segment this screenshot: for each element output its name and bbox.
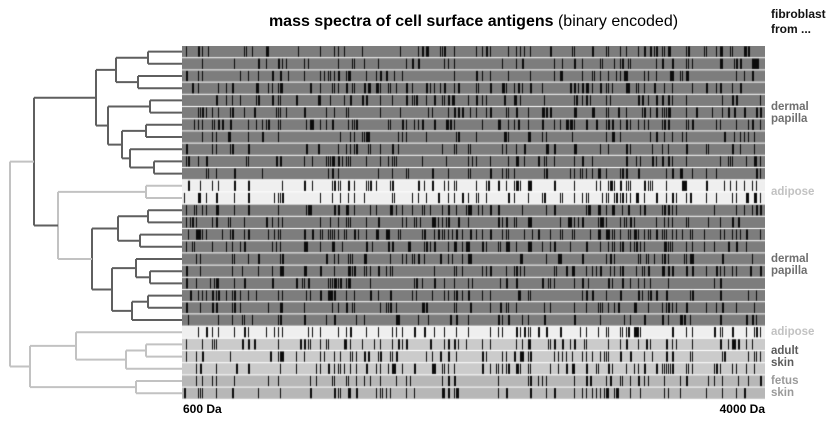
group-label-adipose-1: adipose [771, 186, 831, 198]
group-label-line: dermal [771, 253, 809, 266]
figure-title-qualifier: (binary encoded) [557, 13, 679, 30]
group-label-line: papilla [771, 265, 808, 278]
group-label-fetus-skin: fetus skin [771, 375, 831, 399]
group-label-line: adipose [771, 326, 815, 339]
group-label-dermal-papilla-2: dermal papilla [771, 253, 831, 277]
group-label-line: skin [771, 387, 795, 400]
heatmap-canvas [182, 46, 765, 400]
group-label-line: skin [771, 356, 795, 369]
group-label-line: dermal [771, 100, 809, 113]
group-label-dermal-papilla-1: dermal papilla [771, 101, 831, 125]
group-label-line: fetus [771, 375, 799, 388]
group-label-line: papilla [771, 112, 808, 125]
group-label-line: adipose [771, 185, 815, 198]
row-axis-title: fibroblast from ... [771, 7, 826, 37]
row-axis-title-line1: fibroblast [771, 7, 826, 21]
x-axis-max-label: 4000 Da [719, 402, 765, 416]
figure-title-main: mass spectra of cell surface antigens [268, 13, 554, 30]
figure-title: mass spectra of cell surface antigens (b… [182, 13, 765, 31]
group-label-adipose-2: adipose [771, 326, 831, 338]
x-axis-min-label: 600 Da [183, 402, 222, 416]
group-label-line: adult [771, 344, 799, 357]
row-axis-title-line2: from ... [771, 22, 812, 36]
group-label-adult-skin: adult skin [771, 345, 831, 369]
